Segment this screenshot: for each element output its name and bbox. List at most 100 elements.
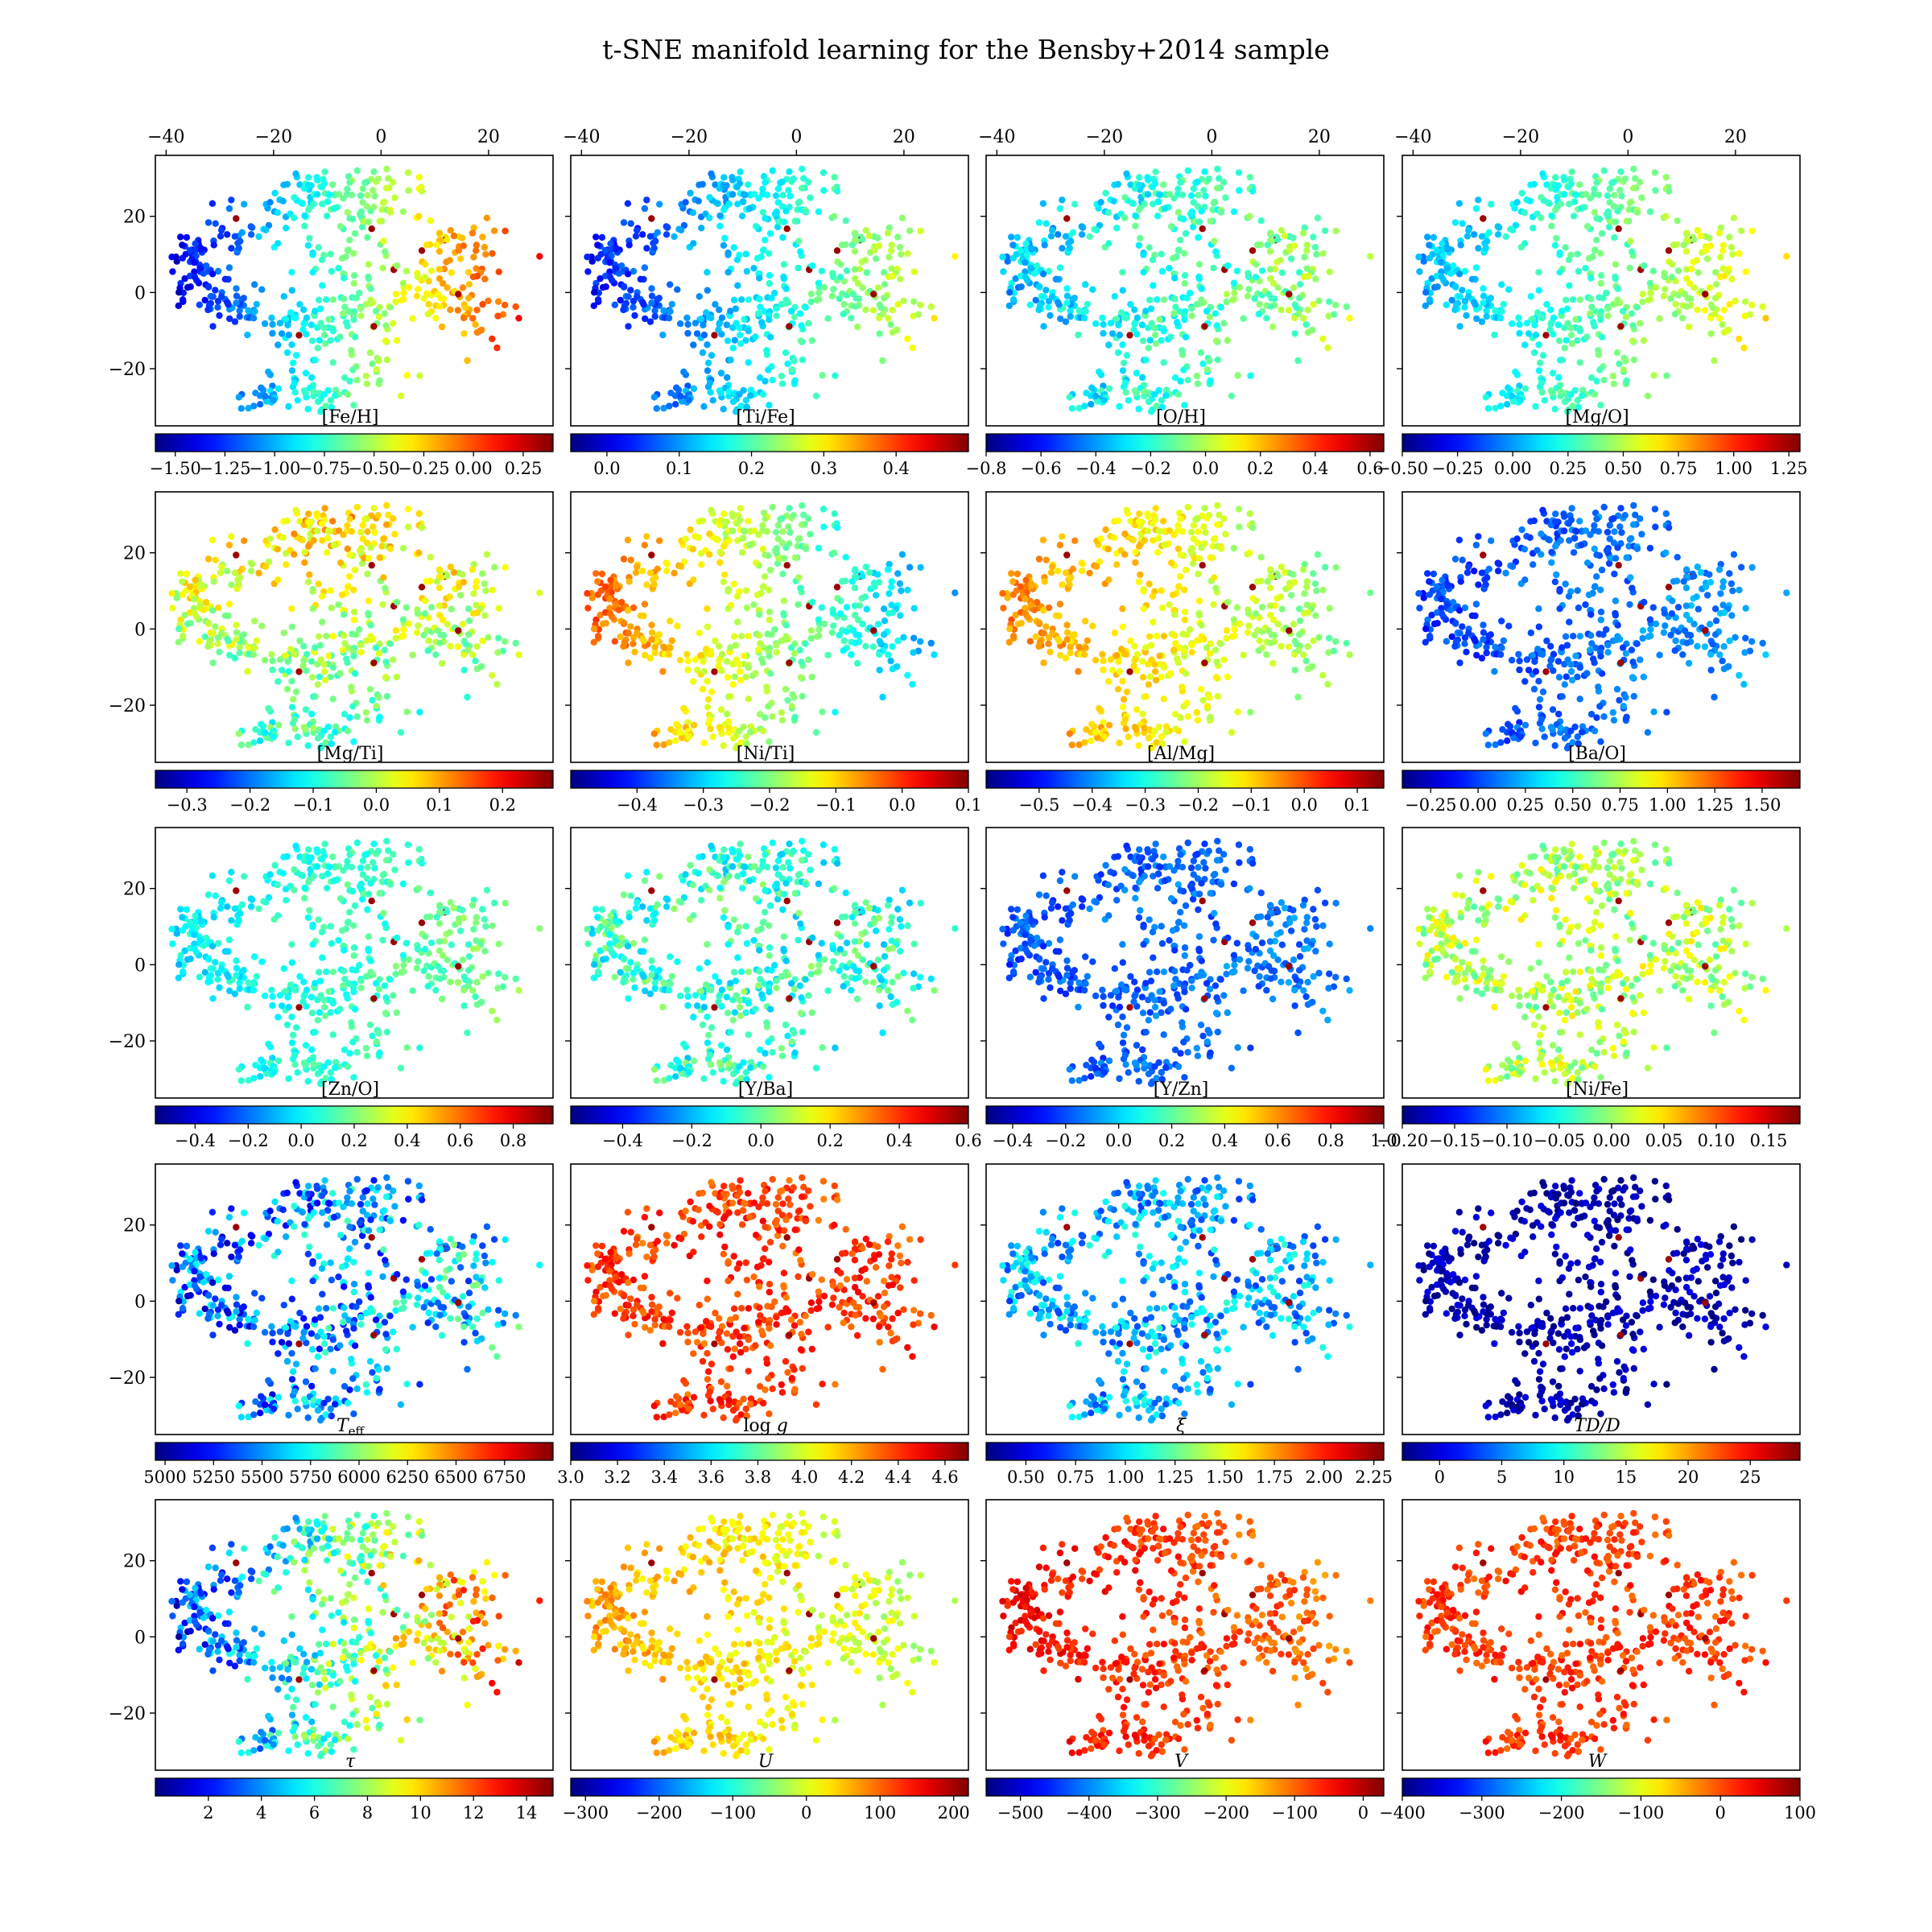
scatter-point [1246,173,1254,181]
scatter-point [318,184,325,191]
scatter-point [328,267,336,275]
scatter-point [1725,663,1732,671]
scatter-point [1174,185,1182,192]
scatter-point [1482,581,1489,588]
scatter-point [617,633,624,641]
scatter-point [1187,547,1195,554]
scatter-point [1565,184,1573,191]
scatter-point [400,625,407,634]
scatter-point [1300,315,1307,322]
scatter-point [724,710,731,718]
scatter-point [673,384,680,391]
x-tick-label: −20 [671,127,708,147]
scatter-point [1424,233,1431,241]
scatter-point [1249,188,1257,195]
scatter-point [382,322,390,329]
scatter-point [1177,573,1184,580]
scatter-point [837,261,844,268]
scatter-point [720,578,728,585]
scatter-point [233,957,240,964]
scatter-point [236,312,243,320]
scatter-point [340,195,347,202]
scatter-point [350,616,357,624]
scatter-point [1266,602,1274,609]
scatter-point [1166,601,1173,609]
scatter-point [1217,208,1225,216]
scatter-point [1197,686,1205,693]
scatter-point [1716,609,1724,617]
scatter-point [258,958,266,965]
scatter-point [356,210,364,217]
scatter-point [1614,285,1621,292]
scatter-point [1697,232,1705,240]
scatter-point [716,320,723,328]
scatter-point [365,261,373,268]
scatter-point [1426,242,1433,249]
scatter-point [212,959,219,966]
scatter-point [1707,650,1715,658]
scatter-point [309,588,316,595]
scatter-point [1682,266,1690,273]
scatter-point [1719,578,1727,585]
scatter-point [1224,336,1232,345]
scatter-point [1606,199,1613,206]
scatter-point [346,215,353,222]
scatter-point [1198,544,1205,551]
scatter-point [399,279,407,287]
scatter-point [1512,704,1519,712]
scatter-point [382,674,390,681]
scatter-point [712,637,719,645]
scatter-point [1563,305,1571,312]
scatter-point [1258,267,1266,275]
scatter-point [1291,650,1298,658]
scatter-point [465,617,473,625]
scatter-point [708,314,715,322]
scatter-point [255,905,262,913]
scatter-point [909,344,916,352]
scatter-point [1652,187,1659,194]
scatter-point [1207,554,1214,561]
scatter-point [479,233,486,241]
scatter-point [289,696,297,703]
scatter-point [1022,240,1030,247]
scatter-point [1633,640,1641,647]
scatter-point [362,708,369,716]
scatter-point [759,208,766,216]
scatter-point [1603,289,1610,297]
scatter-point [464,269,473,276]
scatter-point [780,555,788,562]
scatter-point [1188,305,1195,312]
scatter-point [677,226,685,233]
scatter-point [797,337,805,345]
scatter-point [1213,521,1221,528]
scatter-point [851,248,859,255]
scatter-point [415,549,423,556]
scatter-point [704,696,712,703]
scatter-point [1480,636,1487,643]
scatter-point [1018,620,1025,627]
scatter-point [820,523,828,530]
scatter-point [704,287,711,294]
scatter-point [1695,605,1702,613]
scatter-point [233,621,240,629]
scatter-point [1591,727,1599,735]
scatter-point [611,301,618,308]
scatter-point [888,265,895,272]
scatter-point [481,580,489,588]
scatter-point [212,287,219,294]
scatter-point [796,198,803,206]
scatter-point [1066,581,1073,588]
scatter-point [831,173,839,181]
scatter-point [1535,269,1542,276]
scatter-point [809,262,816,270]
scatter-point [690,721,698,729]
scatter-point [1498,644,1505,651]
scatter-point [1132,548,1139,556]
scatter-point [1521,576,1529,584]
scatter-point [318,520,325,527]
scatter-point [910,634,918,642]
scatter-point [707,389,714,396]
scatter-point [1211,237,1218,245]
scatter-point [1253,578,1261,585]
scatter-point [1075,307,1083,314]
